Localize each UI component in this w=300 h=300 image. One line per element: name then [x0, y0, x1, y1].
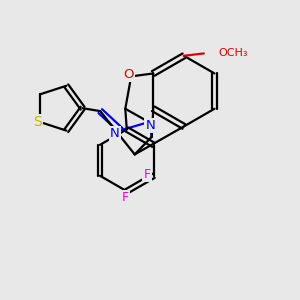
- Text: N: N: [146, 119, 155, 132]
- Text: O: O: [123, 68, 134, 81]
- Text: N: N: [110, 127, 120, 140]
- Text: S: S: [33, 115, 42, 129]
- Text: F: F: [122, 191, 129, 204]
- Text: F: F: [143, 168, 151, 181]
- Text: OCH₃: OCH₃: [218, 48, 248, 59]
